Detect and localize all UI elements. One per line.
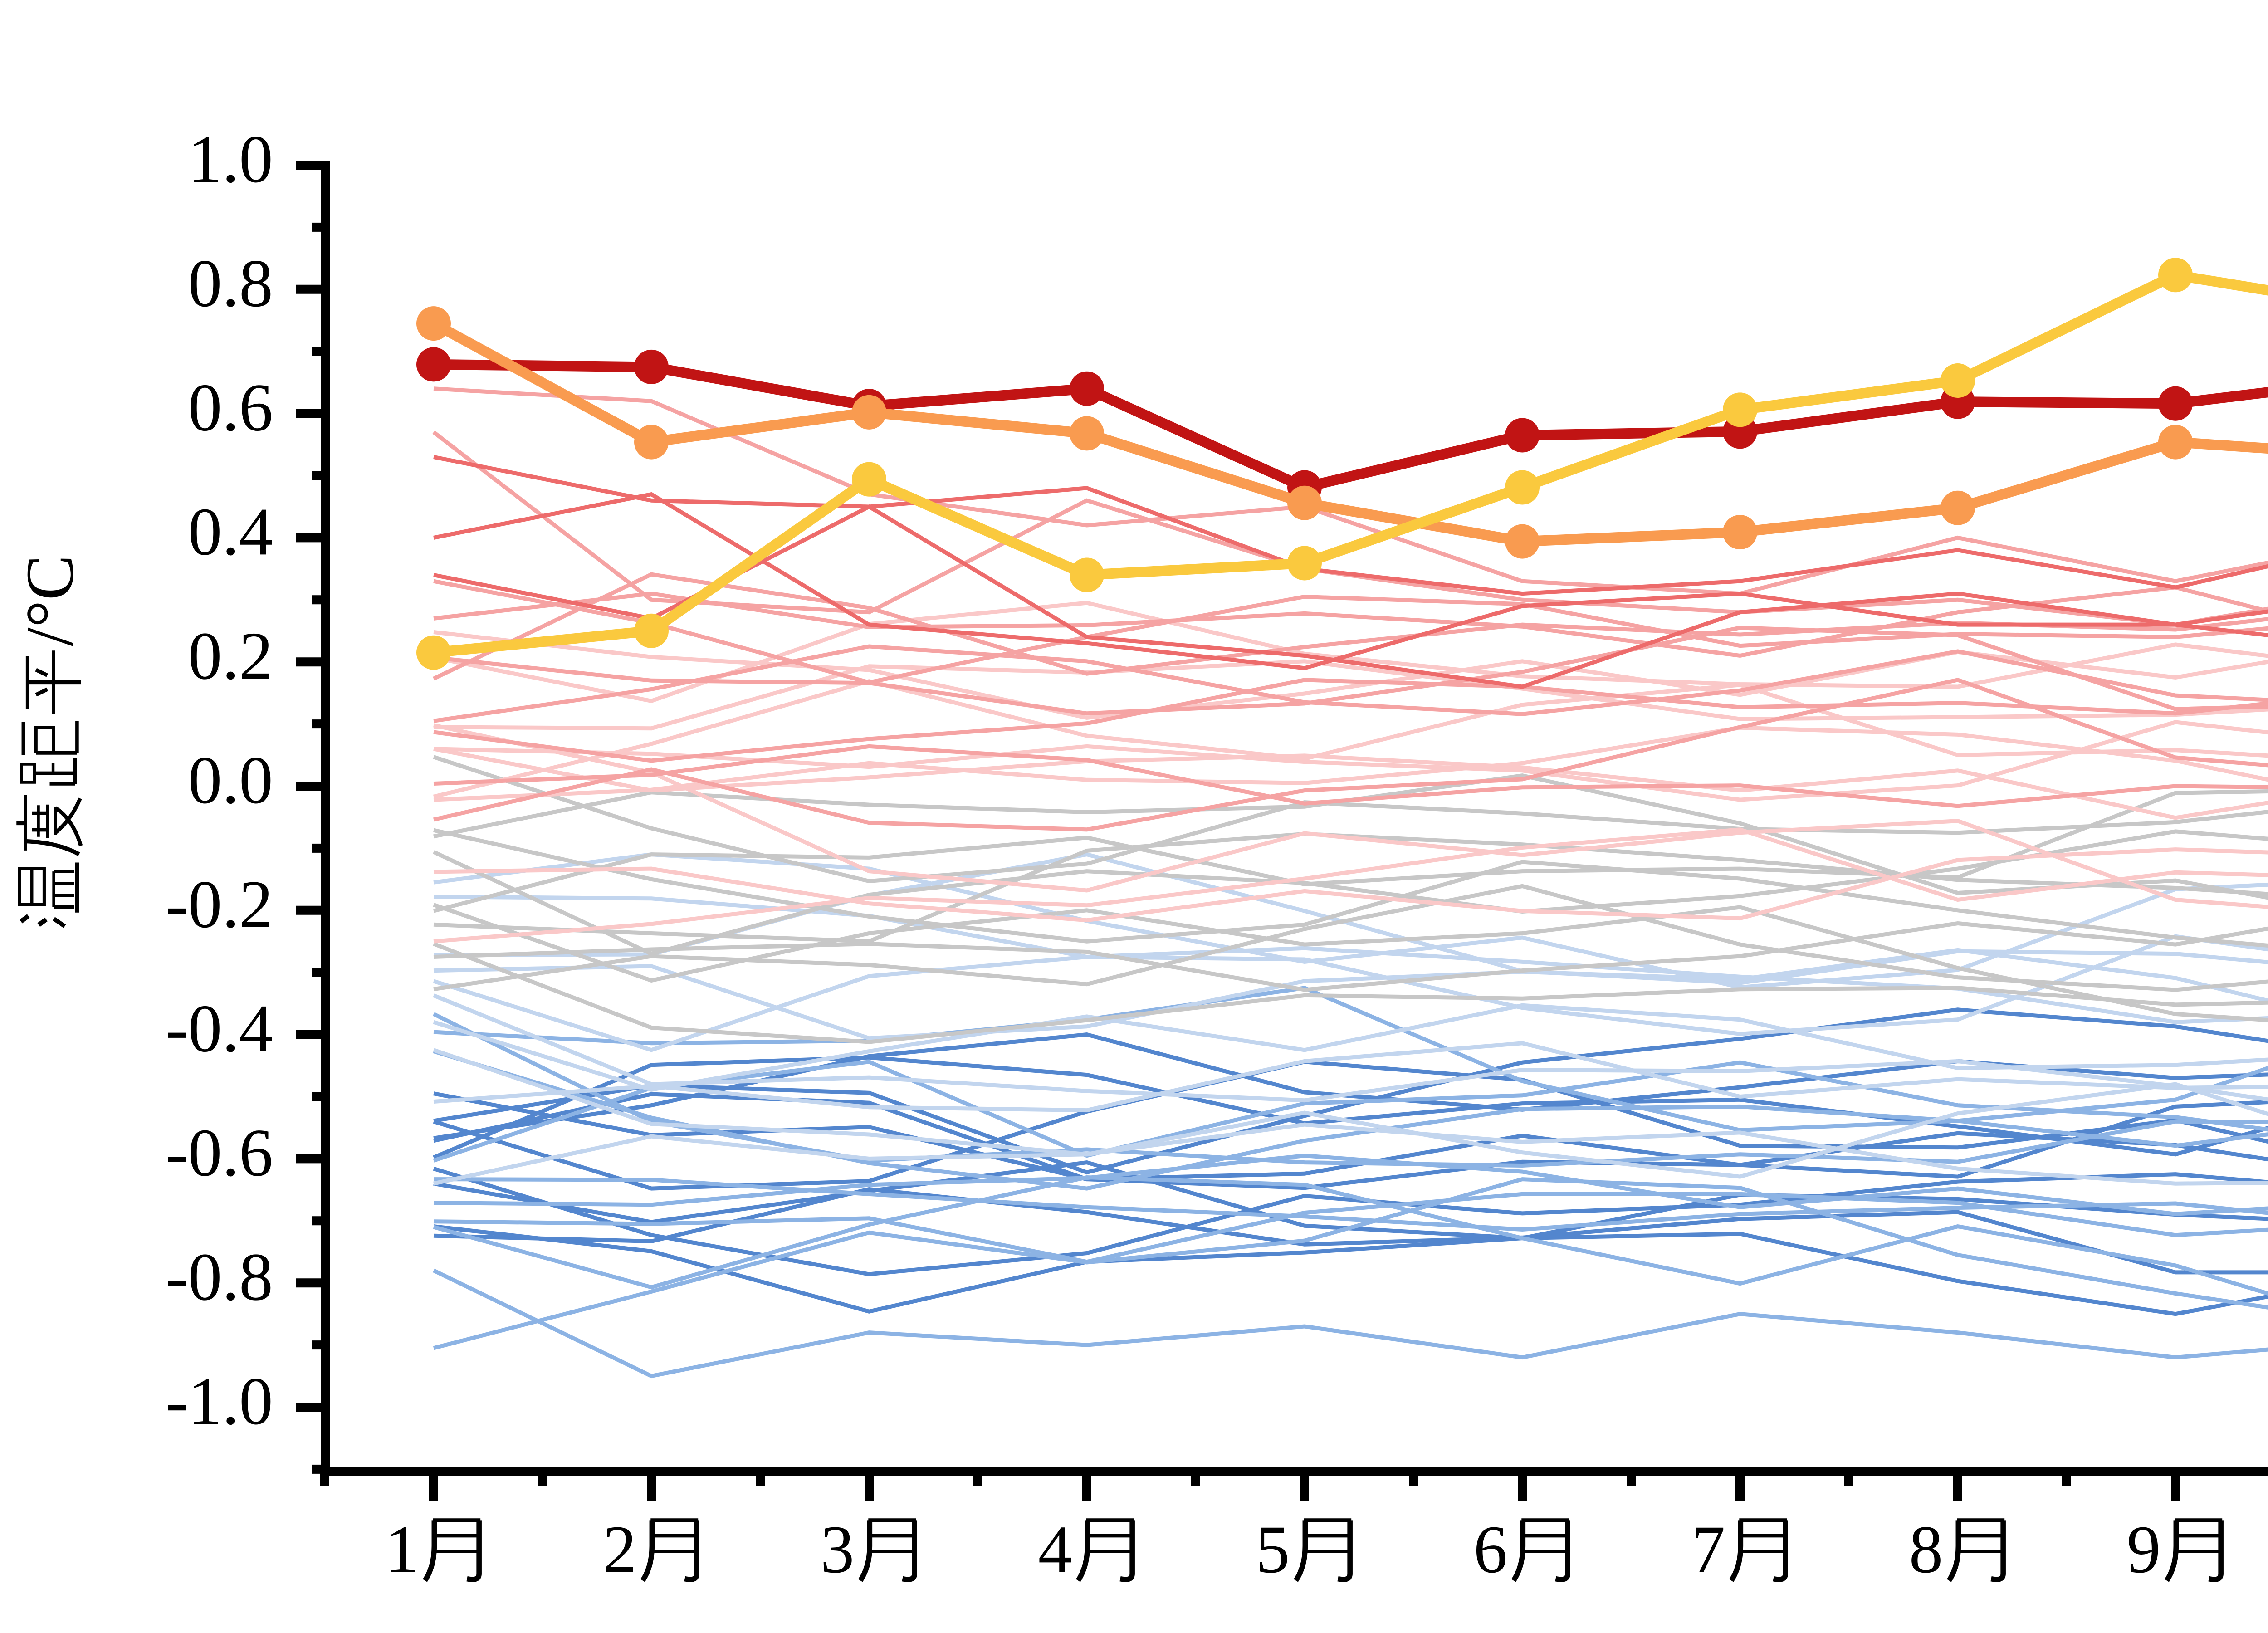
svg-text:7: 7 (1691, 1512, 1725, 1587)
svg-text:1: 1 (385, 1512, 419, 1587)
svg-text:5: 5 (1256, 1512, 1290, 1587)
svg-text:0.2: 0.2 (188, 618, 274, 694)
svg-text:0.8: 0.8 (188, 246, 274, 321)
svg-text:2: 2 (603, 1512, 637, 1587)
svg-text:-0.6: -0.6 (166, 1115, 273, 1190)
svg-text:-0.2: -0.2 (166, 867, 273, 942)
svg-text:0.4: 0.4 (188, 494, 274, 569)
svg-text:-0.4: -0.4 (166, 991, 273, 1066)
svg-text:-1.0: -1.0 (166, 1364, 273, 1439)
svg-text:/°C: /°C (12, 555, 88, 646)
svg-text:1.0: 1.0 (188, 122, 274, 197)
svg-text:0.6: 0.6 (188, 370, 274, 445)
svg-text:6: 6 (1474, 1512, 1508, 1587)
svg-text:4: 4 (1038, 1512, 1072, 1587)
svg-text:0.0: 0.0 (188, 743, 274, 818)
svg-text:3: 3 (821, 1512, 855, 1587)
svg-text:9: 9 (2127, 1512, 2161, 1587)
svg-text:-0.8: -0.8 (166, 1239, 273, 1315)
svg-text:8: 8 (1909, 1512, 1943, 1587)
